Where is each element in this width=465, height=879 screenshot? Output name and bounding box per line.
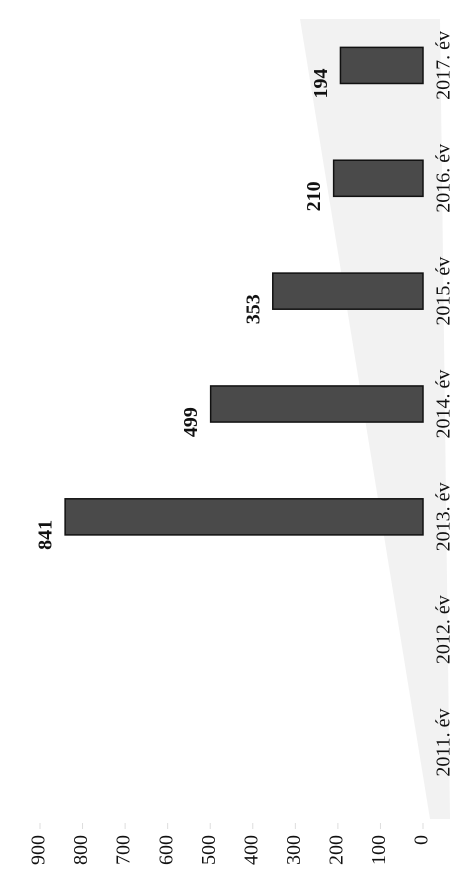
x-tick-label: 2014. év — [433, 370, 455, 439]
y-tick-label: 900 — [28, 835, 50, 865]
y-tick-label: 200 — [325, 835, 347, 865]
x-tick-label: 2013. év — [433, 482, 455, 551]
y-tick-label: 500 — [198, 835, 220, 865]
value-label: 841 — [35, 520, 57, 550]
value-label: 499 — [180, 407, 202, 437]
y-tick-label: 800 — [70, 835, 92, 865]
bar — [64, 498, 424, 536]
bar — [339, 46, 424, 85]
x-tick-label: 2016. év — [433, 144, 455, 213]
value-label: 353 — [242, 294, 264, 324]
y-tick-label: 700 — [113, 835, 135, 865]
bar — [272, 272, 424, 310]
value-label: 210 — [303, 181, 325, 211]
x-tick-label: 2015. év — [433, 257, 455, 326]
y-tick-label: 300 — [283, 835, 305, 865]
x-tick-label: 2012. év — [433, 595, 455, 664]
rotated-chart: 0 100 200 300 400 500 600 700 800 900 2011. év 2012… — [28, 19, 455, 865]
y-tick-label: 400 — [240, 835, 262, 865]
bar — [209, 385, 424, 423]
y-tick-label: 600 — [155, 835, 177, 865]
bar — [332, 159, 424, 198]
x-tick-label: 2011. év — [433, 709, 455, 777]
x-tick-label: 2017. év — [433, 31, 455, 100]
value-label: 194 — [310, 68, 332, 98]
y-tick-label: 100 — [368, 835, 390, 865]
y-tick-label: 0 — [411, 835, 433, 845]
